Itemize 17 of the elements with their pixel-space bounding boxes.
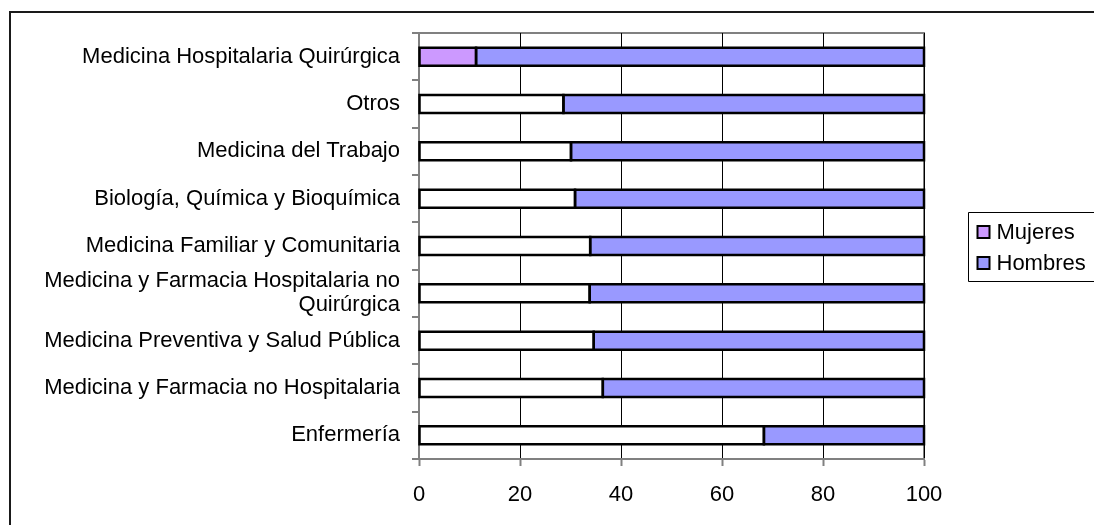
y-tick-label: Medicina y Farmacia no Hospitalaria [44, 374, 401, 400]
y-tick-label: Biología, Química y Bioquímica [94, 184, 401, 210]
y-tick-label: Medicina Familiar y Comunitaria [85, 232, 401, 258]
y-tick-label: Medicina Preventiva y Salud Pública [44, 326, 401, 352]
x-tick-label: 100 [905, 481, 943, 507]
y-tick-label: Medicina del Trabajo [196, 137, 400, 163]
x-tick-label: 60 [709, 481, 735, 507]
y-tick-label: Otros [346, 90, 400, 116]
y-tick-label: Medicina Hospitalaria Quirúrgica [82, 42, 401, 68]
y-tick-label: Medicina y Farmacia Hospitalaria no Quirúrgica [44, 267, 401, 317]
legend-label: Hombres [996, 250, 1086, 276]
x-tick-label: 80 [810, 481, 836, 507]
x-tick-label: 0 [412, 481, 426, 507]
legend-label: Mujeres [996, 219, 1075, 245]
x-tick-label: 40 [608, 481, 634, 507]
x-tick-label: 20 [507, 481, 533, 507]
y-tick-label: Enfermería [291, 421, 401, 447]
